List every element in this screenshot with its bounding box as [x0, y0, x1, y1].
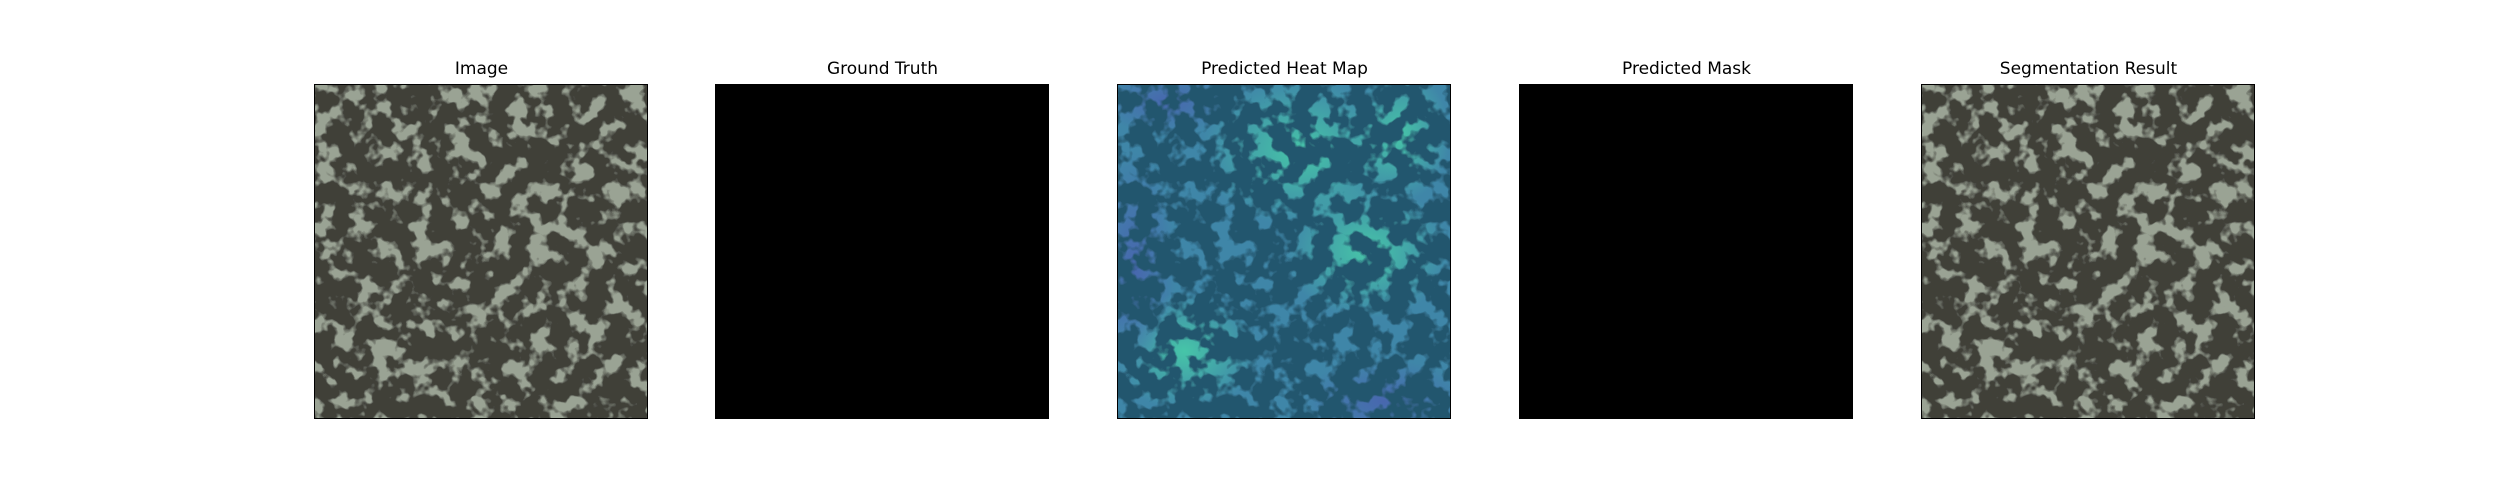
- ground-truth-mask: [716, 85, 1048, 418]
- panel-title-predicted-mask: Predicted Mask: [1622, 59, 1751, 79]
- segmentation-result-panel: [1921, 84, 2255, 419]
- heat-map-panel: [1117, 84, 1451, 419]
- panel-title-segmentation-result: Segmentation Result: [1999, 59, 2178, 79]
- texture-image: [315, 85, 647, 418]
- panel-title-image: Image: [454, 59, 509, 79]
- image-panel: [314, 84, 648, 419]
- predicted-mask: [1520, 85, 1852, 418]
- segmentation-result-image: [1922, 85, 2254, 418]
- ground-truth-panel: [715, 84, 1049, 419]
- predicted-mask-panel: [1519, 84, 1853, 419]
- panel-title-ground-truth: Ground Truth: [826, 59, 939, 79]
- panel-title-heat-map: Predicted Heat Map: [1201, 59, 1368, 79]
- heat-map-overlay: [1118, 85, 1450, 418]
